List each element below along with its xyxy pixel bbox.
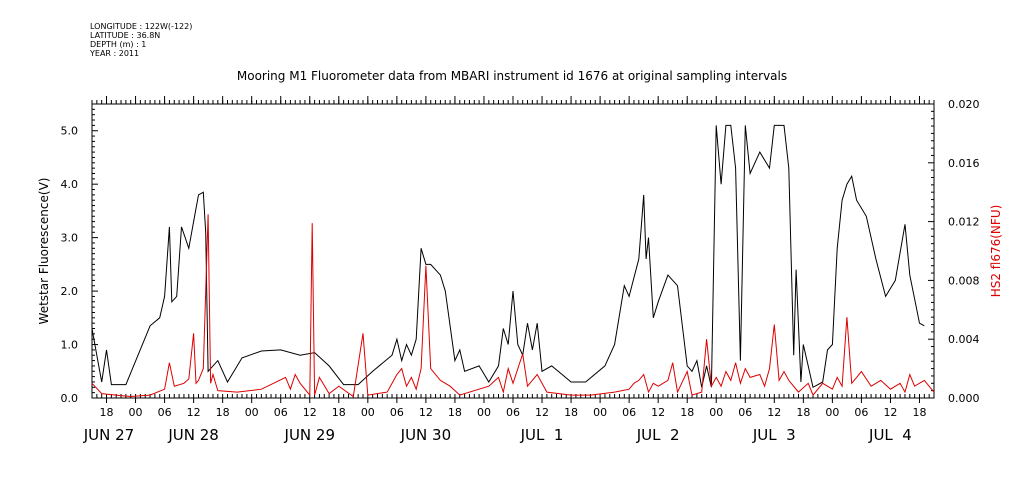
meta-longitude: LONGITUDE : 122W(-122) bbox=[90, 22, 193, 31]
x-hour-tick-label: 00 bbox=[245, 406, 259, 419]
right-tick-label: 0.008 bbox=[948, 274, 980, 287]
x-hour-tick-label: 06 bbox=[274, 406, 288, 419]
x-hour-tick-label: 18 bbox=[448, 406, 462, 419]
left-tick-label: 1.0 bbox=[61, 339, 79, 352]
x-hour-tick-label: 06 bbox=[158, 406, 172, 419]
meta-latitude: LATITUDE : 36.8N bbox=[90, 31, 161, 40]
left-axis-label: Wetstar Fluorescence(V) bbox=[37, 178, 51, 325]
x-hour-tick-label: 12 bbox=[883, 406, 897, 419]
right-tick-label: 0.016 bbox=[948, 157, 980, 170]
hs2-fl676-line bbox=[91, 214, 935, 398]
x-hour-tick-label: 12 bbox=[767, 406, 781, 419]
x-hour-tick-label: 18 bbox=[796, 406, 810, 419]
left-tick-label: 5.0 bbox=[61, 125, 79, 138]
right-tick-label: 0.004 bbox=[948, 333, 980, 346]
x-hour-tick-label: 12 bbox=[303, 406, 317, 419]
x-hour-tick-label: 00 bbox=[477, 406, 491, 419]
right-tick-label: 0.012 bbox=[948, 216, 980, 229]
x-hour-tick-label: 06 bbox=[854, 406, 868, 419]
x-date-label: JUN 28 bbox=[167, 426, 218, 444]
x-hour-tick-label: 18 bbox=[332, 406, 346, 419]
left-tick-label: 2.0 bbox=[61, 285, 79, 298]
x-date-label: JUL 3 bbox=[752, 426, 796, 444]
x-hour-tick-label: 06 bbox=[506, 406, 520, 419]
left-tick-label: 4.0 bbox=[61, 178, 79, 191]
left-tick-label: 0.0 bbox=[61, 392, 79, 405]
x-hour-tick-label: 12 bbox=[419, 406, 433, 419]
right-axis-label: HS2 fl676(NFU) bbox=[989, 205, 1003, 298]
x-hour-tick-label: 00 bbox=[593, 406, 607, 419]
x-date-label: JUN 29 bbox=[284, 426, 335, 444]
x-hour-tick-label: 06 bbox=[390, 406, 404, 419]
x-hour-tick-label: 18 bbox=[564, 406, 578, 419]
x-hour-tick-label: 18 bbox=[912, 406, 926, 419]
x-hour-tick-label: 06 bbox=[738, 406, 752, 419]
chart-title: Mooring M1 Fluorometer data from MBARI i… bbox=[237, 69, 787, 83]
x-hour-tick-label: 18 bbox=[100, 406, 114, 419]
x-hour-tick-label: 18 bbox=[680, 406, 694, 419]
x-date-label: JUL 2 bbox=[636, 426, 680, 444]
x-hour-tick-label: 12 bbox=[651, 406, 665, 419]
x-hour-tick-label: 00 bbox=[825, 406, 839, 419]
x-date-label: JUL 4 bbox=[868, 426, 912, 444]
left-tick-label: 3.0 bbox=[61, 232, 79, 245]
x-hour-tick-label: 00 bbox=[129, 406, 143, 419]
x-hour-tick-label: 18 bbox=[216, 406, 230, 419]
x-hour-tick-label: 12 bbox=[535, 406, 549, 419]
x-hour-tick-label: 00 bbox=[361, 406, 375, 419]
wetstar-fluorescence-line bbox=[91, 124, 925, 389]
x-hour-tick-label: 12 bbox=[187, 406, 201, 419]
meta-year: YEAR : 2011 bbox=[90, 49, 140, 58]
right-tick-label: 0.000 bbox=[948, 392, 980, 405]
right-tick-label: 0.020 bbox=[948, 98, 980, 111]
meta-depth: DEPTH (m) : 1 bbox=[90, 40, 147, 49]
x-date-label: JUN 27 bbox=[83, 426, 134, 444]
plot-frame bbox=[91, 103, 935, 399]
x-date-label: JUL 1 bbox=[520, 426, 564, 444]
x-hour-tick-label: 06 bbox=[622, 406, 636, 419]
x-date-label: JUN 30 bbox=[400, 426, 451, 444]
x-hour-tick-label: 00 bbox=[709, 406, 723, 419]
